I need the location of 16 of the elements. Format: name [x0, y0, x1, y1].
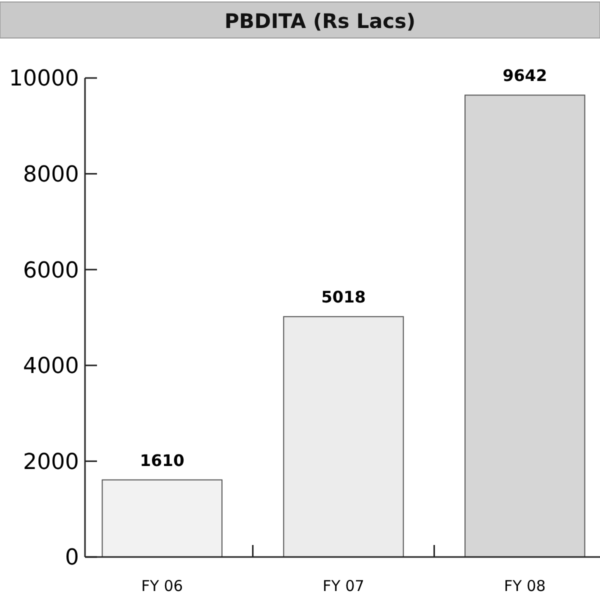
bar [102, 479, 222, 558]
data-label: 1610 [140, 450, 184, 470]
y-tick-label: 0 [65, 546, 79, 571]
x-tick-label: FY 07 [322, 577, 364, 595]
y-tick-label: 8000 [23, 162, 79, 188]
bar [283, 316, 404, 558]
x-tick-label: FY 06 [141, 577, 183, 595]
y-tick-label: 4000 [23, 354, 79, 380]
chart-title: PBDITA (Rs Lacs) [224, 9, 416, 33]
data-label: 5018 [321, 288, 366, 307]
data-label: 9642 [502, 66, 548, 86]
bar [464, 94, 586, 558]
y-tick-label: 6000 [23, 258, 79, 284]
y-tick-label: 10000 [9, 66, 79, 92]
y-tick-label: 2000 [23, 450, 79, 475]
x-tick-label: FY 08 [504, 577, 546, 595]
